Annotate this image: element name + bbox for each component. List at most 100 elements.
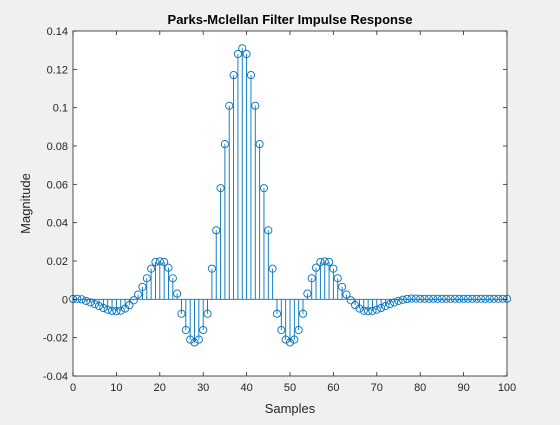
y-tick-label: 0.14 [47, 26, 68, 38]
stem-marker [411, 294, 420, 303]
stem-marker [342, 290, 351, 299]
stem-marker [129, 296, 138, 305]
x-axis: 0 10 20 30 40 50 60 70 80 90 100 [70, 31, 516, 394]
stem-marker [207, 264, 216, 273]
stem-marker [155, 257, 164, 266]
stem-marker [494, 294, 503, 303]
chart-title: Parks-Mclellan Filter Impulse Response [168, 12, 413, 27]
x-tick-label: 10 [110, 382, 122, 394]
stem-marker [355, 304, 364, 313]
stem-marker [125, 301, 134, 310]
stem-marker [212, 226, 221, 235]
stem-marker [450, 294, 459, 303]
stem-marker [303, 289, 312, 298]
stem-marker [268, 264, 277, 273]
stem-marker [368, 306, 377, 315]
stem-marker [377, 303, 386, 313]
x-tick-label: 50 [284, 382, 296, 394]
stem-marker [446, 294, 455, 303]
stem-marker [242, 49, 251, 59]
stem-marker [472, 294, 481, 303]
stem-marker [134, 290, 143, 299]
stem-marker [394, 296, 403, 305]
stem-marker [255, 140, 264, 149]
stem-marker [364, 307, 373, 316]
stem-marker [94, 301, 104, 311]
stem-marker [86, 298, 95, 307]
stem-marker [398, 295, 407, 304]
stem-marker [416, 294, 425, 303]
stem-marker [290, 335, 299, 344]
stem-marker [160, 257, 169, 267]
stem-marker [311, 263, 321, 272]
stem-marker [338, 282, 347, 291]
stem-marker [329, 264, 338, 273]
stem-marker [424, 294, 433, 303]
stem-marker [325, 257, 334, 267]
stem-marker [485, 294, 494, 303]
x-tick-label: 70 [371, 382, 383, 394]
y-tick-label: 0.08 [47, 141, 68, 153]
stem-marker [168, 274, 177, 283]
stem-marker [498, 294, 507, 303]
stem-marker [429, 294, 438, 303]
stem-marker [346, 296, 355, 305]
x-tick-label: 100 [498, 382, 516, 394]
stem-marker [316, 257, 325, 267]
y-axis: -0.04 -0.02 0 0.02 0.04 0.06 0.08 0.1 0.12 0.14 [43, 26, 507, 383]
x-tick-label: 0 [70, 382, 76, 394]
stem-marker [138, 282, 147, 291]
stem-marker [220, 140, 229, 149]
y-tick-label: 0.06 [47, 179, 68, 191]
stem-marker [455, 294, 464, 303]
stem-marker [468, 294, 477, 303]
stem-marker [442, 294, 451, 303]
stem-marker [194, 335, 203, 344]
stem-marker [259, 184, 269, 193]
y-tick-label: -0.02 [43, 333, 68, 345]
y-tick-label: -0.04 [43, 371, 68, 383]
stem-marker [233, 49, 242, 59]
x-tick-label: 90 [457, 382, 469, 394]
stem-marker [190, 338, 199, 347]
y-tick-label: 0.1 [53, 103, 68, 115]
stem-marker [320, 257, 329, 266]
stem-marker [177, 309, 186, 318]
stem-marker [112, 307, 121, 316]
stem-marker [459, 294, 468, 303]
stem-marker [108, 306, 117, 315]
y-tick-label: 0.12 [47, 64, 68, 76]
stem-marker [147, 264, 156, 273]
stem-marker [294, 325, 303, 335]
stem-marker [251, 101, 260, 110]
y-tick-label: 0 [62, 294, 68, 306]
stem-marker [203, 309, 212, 318]
stem-marker [381, 301, 390, 311]
stem-marker [142, 274, 151, 283]
y-tick-label: 0.04 [47, 218, 68, 230]
stem-marker [433, 294, 442, 303]
stem-marker [246, 71, 255, 80]
stem-marker [229, 71, 238, 80]
stem-marker [333, 274, 342, 283]
stem-marker [476, 294, 486, 303]
stem-marker [73, 294, 82, 303]
stem-marker [481, 294, 490, 303]
stem-marker [390, 298, 399, 307]
stem-marker [99, 303, 108, 313]
stem-marker [307, 274, 316, 283]
stem-marker [489, 294, 499, 303]
x-tick-label: 80 [414, 382, 426, 394]
stem-marker [403, 294, 412, 304]
stem-marker [216, 184, 225, 193]
stem-marker [420, 294, 429, 303]
stem-marker [359, 306, 368, 315]
stem-marker [225, 101, 234, 110]
stem-marker [272, 309, 282, 318]
stem-marker [199, 325, 208, 335]
stem-marker [277, 325, 286, 335]
stem-marker [264, 226, 273, 235]
stem-marker [181, 325, 190, 335]
stem-marker [151, 257, 160, 267]
